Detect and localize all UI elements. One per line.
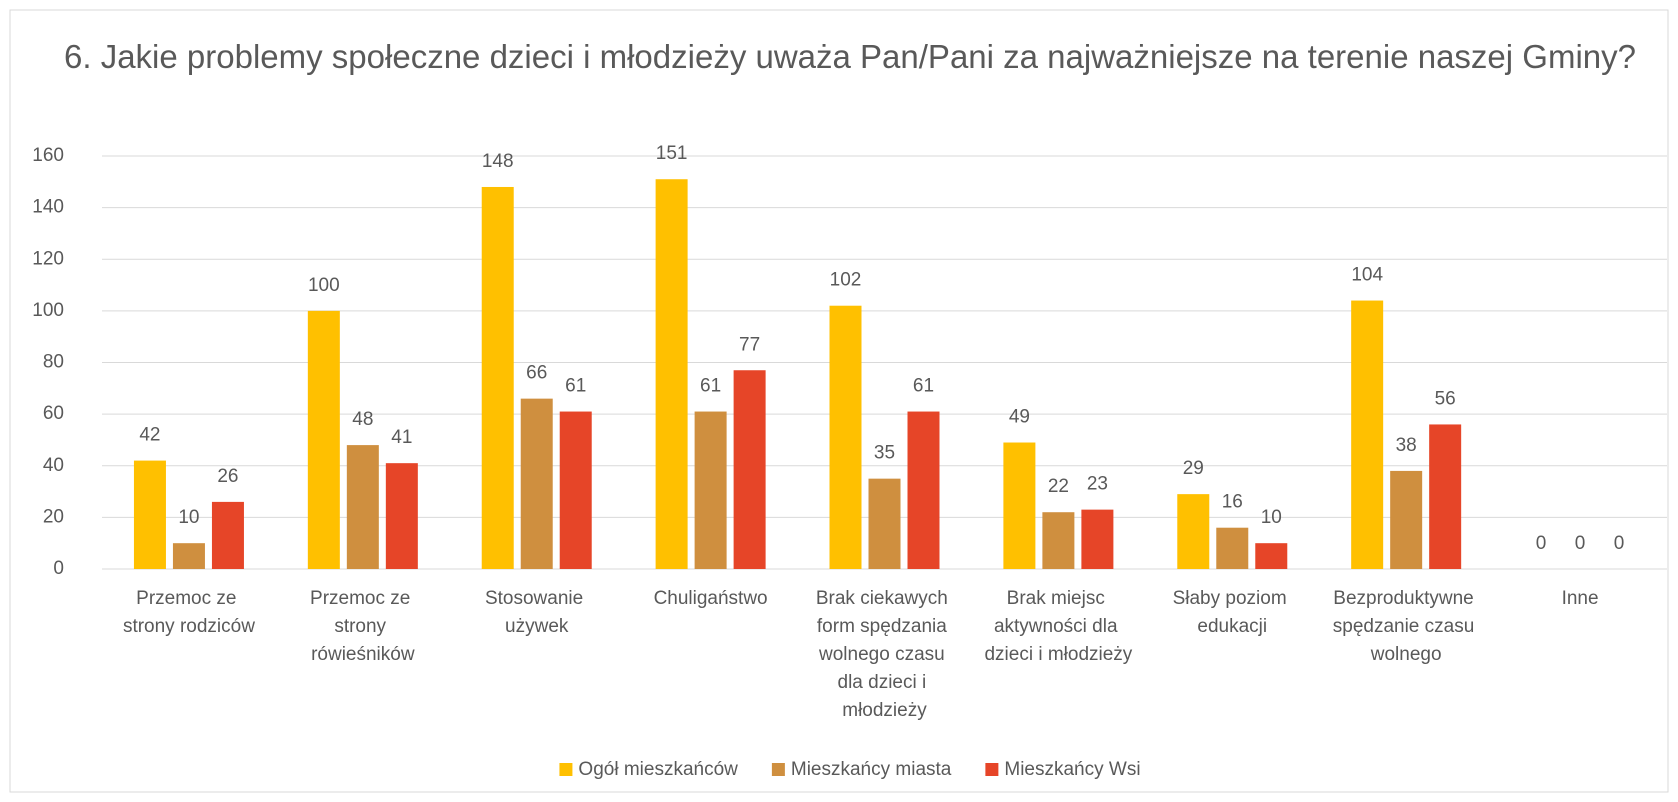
bar [655,179,688,569]
x-tick-label: Brak ciekawych form spędzania wolnego cz… [816,588,953,721]
legend-swatch [559,763,573,776]
data-label: 100 [308,275,340,296]
data-label: 102 [830,270,862,291]
data-label: 148 [482,151,514,172]
bar [868,478,901,569]
legend-label: Mieszkańcy Wsi [1004,759,1140,780]
legend-label: Ogół mieszkańców [578,759,738,780]
data-label: 66 [526,363,547,384]
legend-swatch [985,763,999,776]
data-label: 61 [700,376,721,397]
bar [1390,470,1423,569]
bar [1351,300,1384,569]
data-label: 0 [1614,533,1625,554]
bar [1177,494,1210,569]
x-tick-label: Brak miejsc aktywności dla dzieci i młod… [984,588,1132,665]
bar [211,501,244,569]
data-label: 10 [1261,507,1282,528]
legend-label: Mieszkańcy miasta [791,759,952,780]
data-label: 151 [656,143,688,164]
data-label: 48 [352,409,373,430]
y-tick-label: 100 [32,300,64,321]
y-tick-label: 120 [32,248,64,269]
legend-swatch [771,763,785,776]
data-label: 61 [913,376,934,397]
x-tick-label: Słaby poziom edukacji [1173,588,1292,637]
data-label: 56 [1435,388,1456,409]
data-label: 16 [1222,492,1243,513]
x-tick-label: Przemoc ze strony rówieśników [310,588,416,665]
bar [307,310,340,569]
bar [520,398,553,569]
y-tick-label: 80 [43,352,64,373]
data-label: 29 [1183,458,1204,479]
bar [829,305,862,569]
bar [733,370,766,569]
bar [1255,543,1288,569]
data-label: 35 [874,443,895,464]
data-label: 61 [565,376,586,397]
data-label: 38 [1396,435,1417,456]
bar [133,460,166,569]
data-label: 41 [391,427,412,448]
bar [385,463,418,569]
bar [1216,527,1249,569]
y-tick-label: 40 [43,455,64,476]
bar [172,543,205,569]
data-label: 0 [1536,533,1547,554]
data-label: 26 [217,466,238,487]
x-tick-label: Chuligaństwo [654,588,768,609]
x-tick-label: Stosowanie używek [485,588,589,637]
bar [346,445,379,569]
y-tick-label: 160 [32,145,64,166]
bar [1081,509,1114,569]
data-label: 0 [1575,533,1586,554]
bar [1429,424,1462,569]
bar [907,411,940,569]
bar [1003,442,1036,569]
data-label: 10 [178,507,199,528]
x-tick-label: Inne [1562,588,1599,609]
y-tick-label: 60 [43,403,64,424]
data-label: 77 [739,334,760,355]
x-tick-label: Przemoc ze strony rodziców [123,588,255,637]
bar [1042,512,1075,569]
x-tick-label: Bezproduktywne spędzanie czasu wolnego [1333,588,1480,665]
data-label: 49 [1009,407,1030,428]
bar [481,186,514,569]
data-label: 42 [139,425,160,446]
bar [559,411,592,569]
y-tick-label: 20 [43,506,64,527]
bar [694,411,727,569]
y-tick-label: 140 [32,197,64,218]
data-label: 104 [1351,265,1383,286]
y-tick-label: 0 [53,558,64,579]
data-label: 23 [1087,474,1108,495]
data-label: 22 [1048,476,1069,497]
chart-title: 6. Jakie problemy społeczne dzieci i mło… [64,38,1636,75]
